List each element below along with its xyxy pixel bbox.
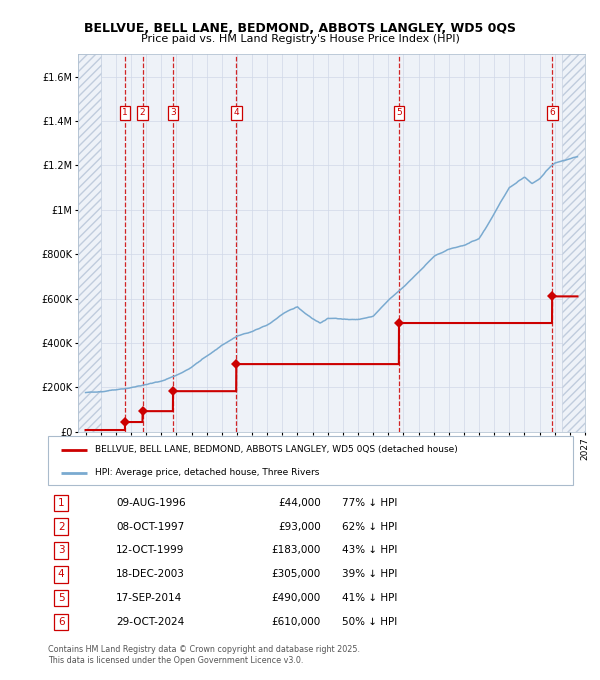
Text: £610,000: £610,000 <box>272 617 321 627</box>
Text: 4: 4 <box>233 108 239 118</box>
Text: Contains HM Land Registry data © Crown copyright and database right 2025.
This d: Contains HM Land Registry data © Crown c… <box>48 645 360 666</box>
Text: BELLVUE, BELL LANE, BEDMOND, ABBOTS LANGLEY, WD5 0QS: BELLVUE, BELL LANE, BEDMOND, ABBOTS LANG… <box>84 22 516 35</box>
Text: 12-OCT-1999: 12-OCT-1999 <box>116 545 185 556</box>
Text: £183,000: £183,000 <box>272 545 321 556</box>
Text: 2: 2 <box>58 522 64 532</box>
Text: 77% ↓ HPI: 77% ↓ HPI <box>342 498 397 508</box>
Text: 08-OCT-1997: 08-OCT-1997 <box>116 522 185 532</box>
Text: 43% ↓ HPI: 43% ↓ HPI <box>342 545 397 556</box>
Text: 29-OCT-2024: 29-OCT-2024 <box>116 617 185 627</box>
Text: 18-DEC-2003: 18-DEC-2003 <box>116 569 185 579</box>
Text: 3: 3 <box>58 545 64 556</box>
Text: Price paid vs. HM Land Registry's House Price Index (HPI): Price paid vs. HM Land Registry's House … <box>140 34 460 44</box>
Text: £490,000: £490,000 <box>272 593 321 603</box>
Text: 41% ↓ HPI: 41% ↓ HPI <box>342 593 397 603</box>
Text: 39% ↓ HPI: 39% ↓ HPI <box>342 569 397 579</box>
Text: 1: 1 <box>58 498 64 508</box>
Text: 6: 6 <box>58 617 64 627</box>
Text: 3: 3 <box>170 108 176 118</box>
Text: HPI: Average price, detached house, Three Rivers: HPI: Average price, detached house, Thre… <box>95 468 320 477</box>
Text: £93,000: £93,000 <box>278 522 321 532</box>
Text: 17-SEP-2014: 17-SEP-2014 <box>116 593 182 603</box>
FancyBboxPatch shape <box>48 436 573 485</box>
Text: 5: 5 <box>58 593 64 603</box>
Text: 2: 2 <box>140 108 145 118</box>
Text: £44,000: £44,000 <box>278 498 321 508</box>
Text: 6: 6 <box>549 108 555 118</box>
Text: 4: 4 <box>58 569 64 579</box>
Text: 5: 5 <box>396 108 402 118</box>
Text: 1: 1 <box>122 108 128 118</box>
Text: £305,000: £305,000 <box>272 569 321 579</box>
Text: 09-AUG-1996: 09-AUG-1996 <box>116 498 186 508</box>
Text: 62% ↓ HPI: 62% ↓ HPI <box>342 522 397 532</box>
Text: BELLVUE, BELL LANE, BEDMOND, ABBOTS LANGLEY, WD5 0QS (detached house): BELLVUE, BELL LANE, BEDMOND, ABBOTS LANG… <box>95 445 458 454</box>
Text: 50% ↓ HPI: 50% ↓ HPI <box>342 617 397 627</box>
